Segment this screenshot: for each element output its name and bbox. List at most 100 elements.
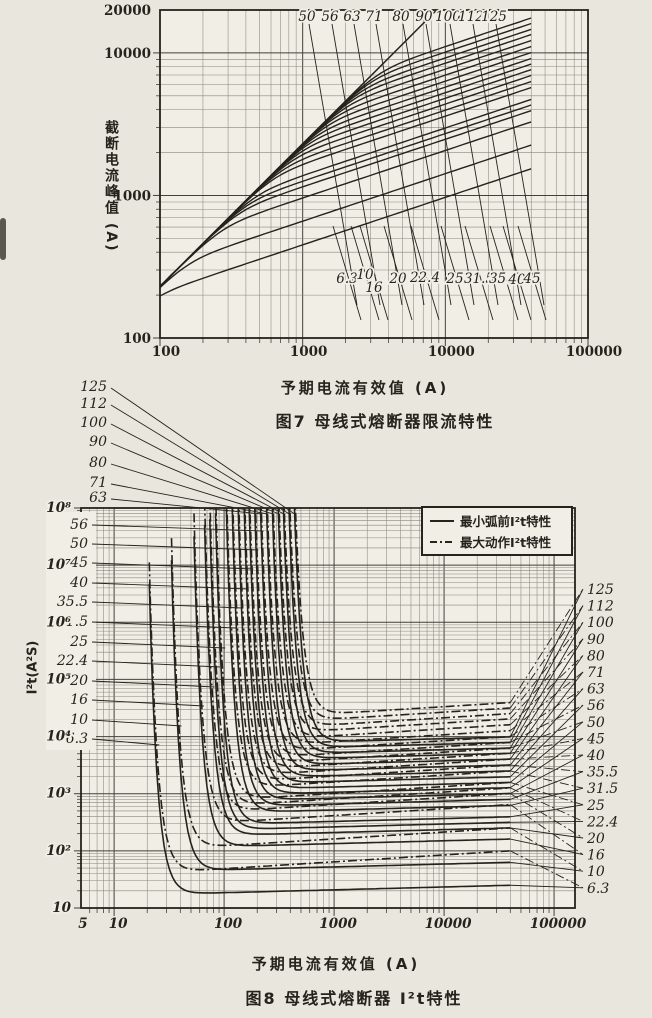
- fig7-top-label-50: 50: [298, 9, 316, 25]
- fig7-mid-label-25: 25: [445, 271, 463, 287]
- fig7-mid-label-31.5: 31.5: [464, 271, 494, 287]
- fig8-right-label-71: 71: [587, 665, 605, 681]
- fig8-prearc-curve-100: [282, 508, 511, 754]
- fig8-operating-curve-71: [266, 508, 511, 743]
- fig8-topleft-label-125: 125: [80, 379, 107, 395]
- fig8-ytick-10: 10: [52, 900, 71, 916]
- fig8-right-label-100: 100: [587, 615, 614, 631]
- fig7-mid-label-16: 16: [365, 280, 383, 296]
- fig8-left-label-22.4: 22.4: [56, 653, 88, 669]
- fig8-right-label-35.5: 35.5: [587, 765, 618, 781]
- legend-item-min-prearc: 最小弧前I²t特性: [430, 511, 566, 530]
- fig8-left-label-40: 40: [69, 575, 88, 591]
- fig8-operating-curve-90: [278, 508, 511, 731]
- fig8-operating-curve-25: [215, 508, 511, 798]
- fig7-top-label-63: 63: [343, 9, 360, 25]
- fig8-yaxis-title: I²t(A²S): [25, 640, 41, 695]
- fig8-prearc-curve-22.4: [209, 519, 511, 830]
- fig8-prearc-curve-31.5: [225, 508, 511, 812]
- fig7-caption: 图7 母线式熔断器限流特性: [275, 412, 495, 431]
- fig8-ytick-10⁵: 10⁵: [46, 671, 71, 687]
- fig8-topleft-label-63: 63: [89, 490, 107, 506]
- fig7-mid-label-45: 45: [522, 271, 540, 287]
- fig8-prearc-curve-35.5: [231, 508, 511, 806]
- fig7-xtick-100: 100: [152, 344, 180, 360]
- fig8-right-leaders: [509, 588, 584, 889]
- fig8-ytick-10²: 10²: [46, 843, 71, 859]
- fig8-right-label-22.4: 22.4: [586, 814, 618, 830]
- fig8-operating-curve-10: [170, 538, 511, 847]
- fig8-prearc-curve-71: [265, 508, 511, 771]
- fig8-right-label-80: 80: [587, 648, 605, 664]
- fig7-top-label-100: 100: [435, 9, 461, 25]
- fig8-right-label-112: 112: [587, 599, 614, 615]
- fig8-ytick-10³: 10³: [46, 786, 71, 802]
- fig8-right-label-10: 10: [587, 864, 605, 880]
- fig8-prearc-curve-56: [253, 508, 511, 783]
- fig8-prearc-curve-16: [193, 536, 511, 847]
- fig8-left-label-25: 25: [69, 634, 88, 650]
- fig8-prearc-curve-40: [237, 508, 511, 800]
- fig7-ytick-1000: 1000: [113, 188, 151, 204]
- fig8-left-label-45: 45: [69, 555, 88, 571]
- fig8-prearc-curve-50: [248, 508, 511, 789]
- fig8-prearc-curve-25: [214, 513, 511, 824]
- fig7-mid-label-10: 10: [356, 267, 374, 283]
- fig8-prearc-curve-90: [277, 508, 511, 759]
- fig8-prearc-curve-45: [243, 508, 511, 794]
- fig8-left-label-35.5: 35.5: [57, 594, 88, 610]
- fig8-right-label-20: 20: [586, 831, 605, 847]
- fig8-right-label-125: 125: [587, 582, 614, 598]
- fig8-right-label-25: 25: [586, 798, 605, 814]
- fig8-right-label-63: 63: [587, 682, 605, 698]
- fig8-xtick-10: 10: [109, 916, 128, 932]
- fig8-right-label-31.5: 31.5: [587, 781, 618, 797]
- dashdot-line-sample: [430, 540, 454, 543]
- fig7-mid-label-20: 20: [388, 271, 407, 287]
- legend-label: 最大动作I²t特性: [460, 535, 552, 550]
- fig7-top-label-112: 112: [458, 9, 484, 25]
- fig8-right-label-50: 50: [587, 715, 605, 731]
- fig7-yaxis-title: 截断电流峰值 (A): [103, 120, 119, 253]
- legend-item-max-operating: 最大动作I²t特性: [430, 532, 566, 551]
- fig8-right-label-56: 56: [587, 698, 605, 714]
- fig7-ytick-100: 100: [123, 331, 151, 347]
- fig8-prearc-curve-125: [293, 508, 511, 742]
- fig7-curve-16: [160, 121, 532, 287]
- fig8-left-label-50: 50: [70, 536, 88, 552]
- fig8-topleft-label-90: 90: [89, 434, 107, 450]
- fig8-operating-curve-125: [294, 508, 511, 714]
- fig8-caption: 图8 母线式熔断器 I²t特性: [245, 989, 463, 1008]
- fig8-xtick-10000: 10000: [425, 916, 473, 932]
- fig7-curve-10: [160, 144, 532, 289]
- fig8-xtick-100000: 100000: [530, 916, 587, 932]
- fig8-ytick-10⁴: 10⁴: [46, 729, 71, 745]
- fig8-prearc-curve-112: [288, 508, 511, 748]
- fig8-right-labels: 125112100908071635650454035.531.52522.42…: [586, 582, 618, 897]
- fig7-xtick-100000: 100000: [566, 344, 622, 360]
- fig8-left-label-6.3: 6.3: [66, 731, 88, 747]
- fig8-left-label-56: 56: [70, 517, 88, 533]
- fig8-operating-curve-112: [289, 508, 511, 719]
- fig7-ytick-10000: 10000: [104, 46, 151, 62]
- fig8-right-label-45: 45: [586, 731, 605, 747]
- fig7-ytick-20000: 20000: [104, 3, 151, 19]
- fig7-curves: [160, 10, 532, 297]
- fig7-top-label-80: 80: [392, 9, 410, 25]
- fig8-right-label-6.3: 6.3: [587, 881, 609, 897]
- fig8-left-label-box: 56 50 45 40 35.5 31.5 25 22.4 20 16 10 6.3: [46, 512, 264, 750]
- fig8-ytick-10⁶: 10⁶: [46, 614, 71, 630]
- fig7-curve-6.3: [160, 168, 532, 297]
- fig8-ytick-10⁷: 10⁷: [46, 557, 71, 573]
- fig8-right-label-90: 90: [587, 632, 605, 648]
- fig7-xtick-10000: 10000: [428, 344, 475, 360]
- fig8-operating-curve-80: [272, 508, 511, 737]
- fig8-left-label-20: 20: [69, 673, 88, 689]
- fig8-xaxis-title: 予期电流有效值 (A): [251, 955, 421, 973]
- fig8-left-label-16: 16: [70, 692, 88, 708]
- fig8-ytick-10⁸: 10⁸: [46, 500, 71, 516]
- fig8-left-label-10: 10: [70, 712, 88, 728]
